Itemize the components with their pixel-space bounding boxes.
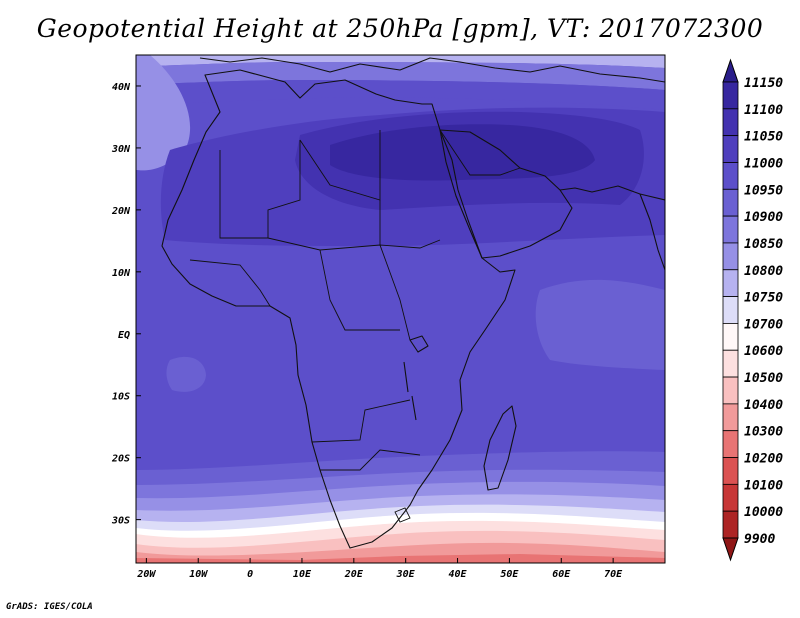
colorbar-label: 10300 [744, 425, 783, 440]
colorbar-swatch [722, 269, 739, 297]
colorbar-label: 10200 [744, 452, 783, 467]
lon-tick-label: 20E [344, 569, 364, 580]
colorbar-swatch [722, 188, 739, 217]
sahara-border-2 [299, 130, 381, 201]
lon-tick-label: 0 [247, 569, 253, 580]
colorbar-label: 10500 [744, 371, 783, 386]
colorbar-swatch [722, 296, 739, 324]
lat-tick-label: 10N [112, 268, 131, 279]
colorbar-label: 11050 [744, 130, 783, 145]
lat-tick-label: EQ [118, 330, 130, 341]
plot-frame [135, 54, 666, 564]
central-border-1 [379, 200, 411, 341]
colorbar-label: 10850 [744, 237, 783, 252]
lon-tick-label: 50E [500, 569, 519, 580]
lon-tick-label: 40E [449, 569, 468, 580]
lon-tick-label: 30E [396, 569, 416, 580]
europe-coastline [199, 57, 665, 83]
india-coastline [639, 193, 665, 271]
lon-tick-label: 60E [552, 569, 571, 580]
lat-tick-label: 20S [111, 454, 130, 465]
colorbar-label: 10600 [744, 344, 783, 359]
lon-tick-label: 10E [293, 569, 312, 580]
lat-tick-label: 10S [112, 392, 130, 403]
colorbar-swatch [722, 457, 739, 485]
country-borders [189, 129, 521, 523]
lat-tick-label: 30S [111, 516, 130, 527]
central-border-2 [319, 249, 400, 331]
colorbar-label: 10950 [744, 183, 783, 198]
lon-tick-label: 70E [604, 569, 623, 580]
colorbar-label: 10900 [744, 210, 783, 225]
colorbar-top-arrow [722, 58, 739, 83]
colorbar-swatch [722, 376, 739, 405]
lat-tick-label: 20N [111, 206, 131, 217]
west-africa-border [189, 259, 271, 307]
colorbar-label: 10800 [744, 264, 783, 279]
lat-tick-label: 30N [111, 144, 131, 155]
colorbar-swatch [722, 215, 739, 244]
colorbar-label: 11100 [744, 103, 783, 118]
lon-tick-label: 20W [136, 569, 156, 580]
colorbar-bottom-arrow [722, 537, 739, 562]
southern-border-1 [311, 399, 411, 443]
arabian-peninsula-coastline [439, 129, 573, 259]
colorbar-label: 10750 [744, 291, 783, 306]
madagascar-coastline [483, 405, 517, 491]
coastlines [161, 57, 665, 549]
lake-victoria [409, 335, 429, 353]
southern-border-2 [320, 449, 421, 471]
colorbar-swatch [722, 323, 739, 351]
asia-coastline [559, 185, 665, 201]
colorbar-label: 9900 [744, 532, 775, 547]
colorbar-swatch [722, 108, 739, 137]
colorbar-label: 10100 [744, 478, 783, 493]
colorbar-swatch [722, 403, 739, 432]
lat-tick-label: 40N [112, 82, 131, 93]
height-field [136, 55, 665, 563]
colorbar-swatch [722, 349, 739, 378]
plot-title: Geopotential Height at 250hPa [gpm], VT:… [36, 14, 764, 43]
south-africa-lesotho [394, 507, 411, 523]
colorbar-swatch [722, 483, 739, 512]
colorbar-swatch [722, 242, 739, 271]
rift-lakes [403, 361, 417, 421]
colorbar-label: 11000 [744, 156, 783, 171]
latitude-axis: 40N 30N 20N 10N EQ 10S 20S 30S [111, 82, 141, 527]
colorbar-label: 11150 [744, 76, 783, 91]
colorbar-swatch [722, 135, 739, 163]
africa-coastline [161, 69, 516, 549]
lon-tick-label: 10W [189, 569, 208, 580]
colorbar-swatch [722, 510, 739, 539]
colorbar-swatch [722, 430, 739, 458]
colorbar-swatch [722, 81, 739, 110]
colorbar-label: 10000 [744, 505, 783, 520]
colorbar: 11150 11100 11050 11000 10950 10900 10850 10800… [722, 58, 783, 562]
middle-east-border [439, 129, 521, 176]
colorbar-swatch [722, 162, 739, 190]
colorbar-label: 10400 [744, 398, 783, 413]
longitude-axis: 20W 10W 0 10E 20E 30E 40E 50E 60E 70E [136, 558, 623, 580]
colorbar-label: 10700 [744, 317, 783, 332]
grads-credit: GrADS: IGES/COLA [6, 602, 93, 612]
sahara-border-1 [219, 140, 301, 239]
